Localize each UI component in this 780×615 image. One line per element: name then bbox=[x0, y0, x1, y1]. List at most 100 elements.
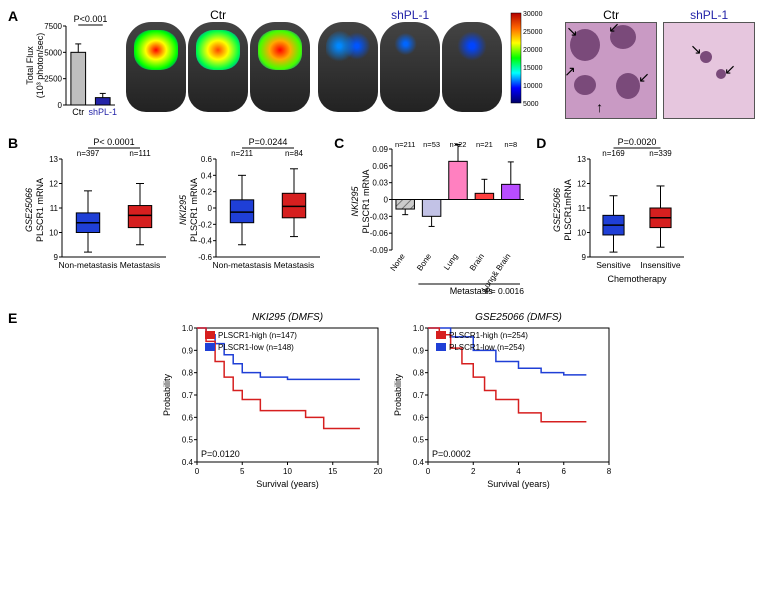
svg-text:5000: 5000 bbox=[44, 48, 62, 57]
svg-text:11: 11 bbox=[50, 204, 59, 213]
svg-text:P<0.001: P<0.001 bbox=[74, 14, 108, 24]
svg-text:1.0: 1.0 bbox=[413, 324, 425, 333]
hist-shpl1-label: shPL-1 bbox=[663, 8, 755, 22]
svg-text:5000: 5000 bbox=[523, 101, 539, 108]
panel-a-label: A bbox=[8, 8, 18, 24]
svg-text:6: 6 bbox=[562, 467, 567, 476]
svg-text:Total Flux: Total Flux bbox=[25, 46, 35, 85]
svg-text:13: 13 bbox=[49, 155, 58, 164]
svg-text:PLSCR1 mRNA: PLSCR1 mRNA bbox=[361, 169, 371, 233]
svg-text:30000: 30000 bbox=[523, 11, 543, 18]
panel-b-box-right: -0.6-0.4-0.200.20.40.6NKI295PLSCR1 mRNAn… bbox=[176, 135, 326, 285]
svg-text:20: 20 bbox=[374, 467, 383, 476]
svg-text:P=0.0244: P=0.0244 bbox=[249, 137, 288, 147]
panel-b-label: B bbox=[8, 135, 18, 151]
svg-text:15000: 15000 bbox=[523, 65, 543, 72]
svg-text:GSE25066: GSE25066 bbox=[24, 188, 34, 232]
svg-text:Probability: Probability bbox=[393, 373, 403, 416]
panel-a-histology-ctr: Ctr ↘ ↙ ↗ ↑ ↙ bbox=[565, 8, 657, 122]
svg-text:10: 10 bbox=[577, 229, 586, 238]
svg-text:10000: 10000 bbox=[523, 83, 543, 90]
svg-text:0.06: 0.06 bbox=[373, 162, 389, 171]
svg-text:12: 12 bbox=[577, 180, 586, 189]
svg-text:0.5: 0.5 bbox=[413, 436, 425, 445]
svg-text:shPL-1: shPL-1 bbox=[89, 107, 118, 117]
svg-text:0.7: 0.7 bbox=[413, 391, 425, 400]
svg-text:n=397: n=397 bbox=[77, 149, 100, 158]
svg-text:0.8: 0.8 bbox=[413, 369, 425, 378]
svg-text:PLSCR1-low (n=148): PLSCR1-low (n=148) bbox=[218, 343, 294, 352]
svg-text:4: 4 bbox=[517, 467, 522, 476]
svg-text:Insensitive: Insensitive bbox=[641, 260, 681, 270]
svg-text:Lung: Lung bbox=[442, 252, 460, 272]
svg-text:PLSCR1 mRNA: PLSCR1 mRNA bbox=[189, 178, 199, 242]
svg-text:1.0: 1.0 bbox=[182, 324, 194, 333]
svg-text:P=0.0120: P=0.0120 bbox=[201, 449, 240, 459]
mice-ctr-label: Ctr bbox=[125, 8, 311, 22]
svg-text:Metastasis: Metastasis bbox=[120, 260, 161, 270]
svg-text:-0.6: -0.6 bbox=[198, 253, 212, 262]
svg-text:GSE25066 (DMFS): GSE25066 (DMFS) bbox=[475, 312, 562, 323]
svg-text:0.03: 0.03 bbox=[373, 179, 389, 188]
panel-a-colorbar: 30000250002000015000100005000 bbox=[509, 8, 559, 108]
panel-a-mice-ctr: Ctr bbox=[125, 8, 311, 112]
svg-text:Ctr: Ctr bbox=[72, 107, 84, 117]
svg-text:0: 0 bbox=[426, 467, 431, 476]
svg-text:2: 2 bbox=[471, 467, 476, 476]
svg-text:0.9: 0.9 bbox=[182, 346, 194, 355]
svg-text:PLSCR1-low (n=254): PLSCR1-low (n=254) bbox=[449, 343, 525, 352]
svg-text:Metastasis: Metastasis bbox=[274, 260, 315, 270]
svg-text:Bone: Bone bbox=[415, 252, 433, 273]
svg-text:Non-metastasis: Non-metastasis bbox=[59, 260, 118, 270]
svg-text:0: 0 bbox=[384, 196, 389, 205]
svg-text:n=21: n=21 bbox=[476, 140, 493, 149]
panel-a-histology-shpl1: shPL-1 ↘ ↙ bbox=[663, 8, 755, 122]
panel-e-survival-left: 051015200.40.50.60.70.80.91.0NKI295 (DMF… bbox=[159, 310, 384, 490]
svg-text:9: 9 bbox=[582, 253, 587, 262]
svg-text:-0.4: -0.4 bbox=[198, 237, 212, 246]
svg-text:2500: 2500 bbox=[44, 75, 62, 84]
svg-text:P< 0.0001: P< 0.0001 bbox=[93, 137, 134, 147]
svg-text:0.8: 0.8 bbox=[182, 369, 194, 378]
svg-text:0: 0 bbox=[195, 467, 200, 476]
panel-d-box: 910111213GSE25066PLSCR1mRNAn=169Sensitiv… bbox=[550, 135, 690, 285]
svg-text:n=211: n=211 bbox=[231, 149, 253, 158]
svg-text:P=0.0020: P=0.0020 bbox=[618, 137, 657, 147]
svg-text:None: None bbox=[389, 252, 408, 273]
panel-b-box-left: 910111213GSE25066PLSCR1 mRNAn=397Non-met… bbox=[22, 135, 172, 285]
svg-text:0.6: 0.6 bbox=[182, 413, 194, 422]
svg-text:P= 0.0016: P= 0.0016 bbox=[485, 286, 524, 296]
svg-text:Survival (years): Survival (years) bbox=[257, 479, 320, 489]
svg-text:Non-metastasis: Non-metastasis bbox=[213, 260, 272, 270]
svg-text:0.4: 0.4 bbox=[413, 458, 425, 467]
svg-text:n=211: n=211 bbox=[395, 140, 416, 149]
svg-text:0: 0 bbox=[208, 204, 213, 213]
svg-text:PLSCR1-high (n=147): PLSCR1-high (n=147) bbox=[218, 331, 297, 340]
svg-text:n=53: n=53 bbox=[423, 140, 440, 149]
svg-text:0.5: 0.5 bbox=[182, 436, 194, 445]
svg-text:(10³ photon/sec): (10³ photon/sec) bbox=[35, 33, 45, 99]
panel-e-label: E bbox=[8, 310, 17, 326]
svg-text:P=0.0002: P=0.0002 bbox=[432, 449, 471, 459]
svg-text:8: 8 bbox=[607, 467, 612, 476]
svg-text:Survival (years): Survival (years) bbox=[488, 479, 551, 489]
svg-text:0.09: 0.09 bbox=[373, 145, 389, 154]
svg-text:10: 10 bbox=[283, 467, 292, 476]
svg-text:5: 5 bbox=[240, 467, 245, 476]
svg-text:0: 0 bbox=[58, 101, 63, 110]
svg-text:7500: 7500 bbox=[44, 22, 62, 31]
svg-text:-0.09: -0.09 bbox=[370, 246, 389, 255]
svg-text:n=22: n=22 bbox=[450, 140, 467, 149]
svg-text:n=111: n=111 bbox=[129, 149, 151, 158]
svg-text:25000: 25000 bbox=[523, 29, 543, 36]
svg-text:Sensitive: Sensitive bbox=[597, 260, 632, 270]
svg-text:NKI295: NKI295 bbox=[350, 186, 360, 217]
svg-text:PLSCR1-high (n=254): PLSCR1-high (n=254) bbox=[449, 331, 528, 340]
svg-text:0.7: 0.7 bbox=[182, 391, 194, 400]
svg-text:PLSCR1 mRNA: PLSCR1 mRNA bbox=[35, 178, 45, 242]
svg-text:Chemotherapy: Chemotherapy bbox=[608, 274, 668, 284]
panel-a-mice-shpl1: shPL-1 bbox=[317, 8, 503, 112]
panel-c-label: C bbox=[334, 135, 344, 151]
panel-c-bar-chart: -0.09-0.06-0.0300.030.060.09NKI295PLSCR1… bbox=[348, 135, 528, 300]
svg-text:11: 11 bbox=[578, 204, 587, 213]
